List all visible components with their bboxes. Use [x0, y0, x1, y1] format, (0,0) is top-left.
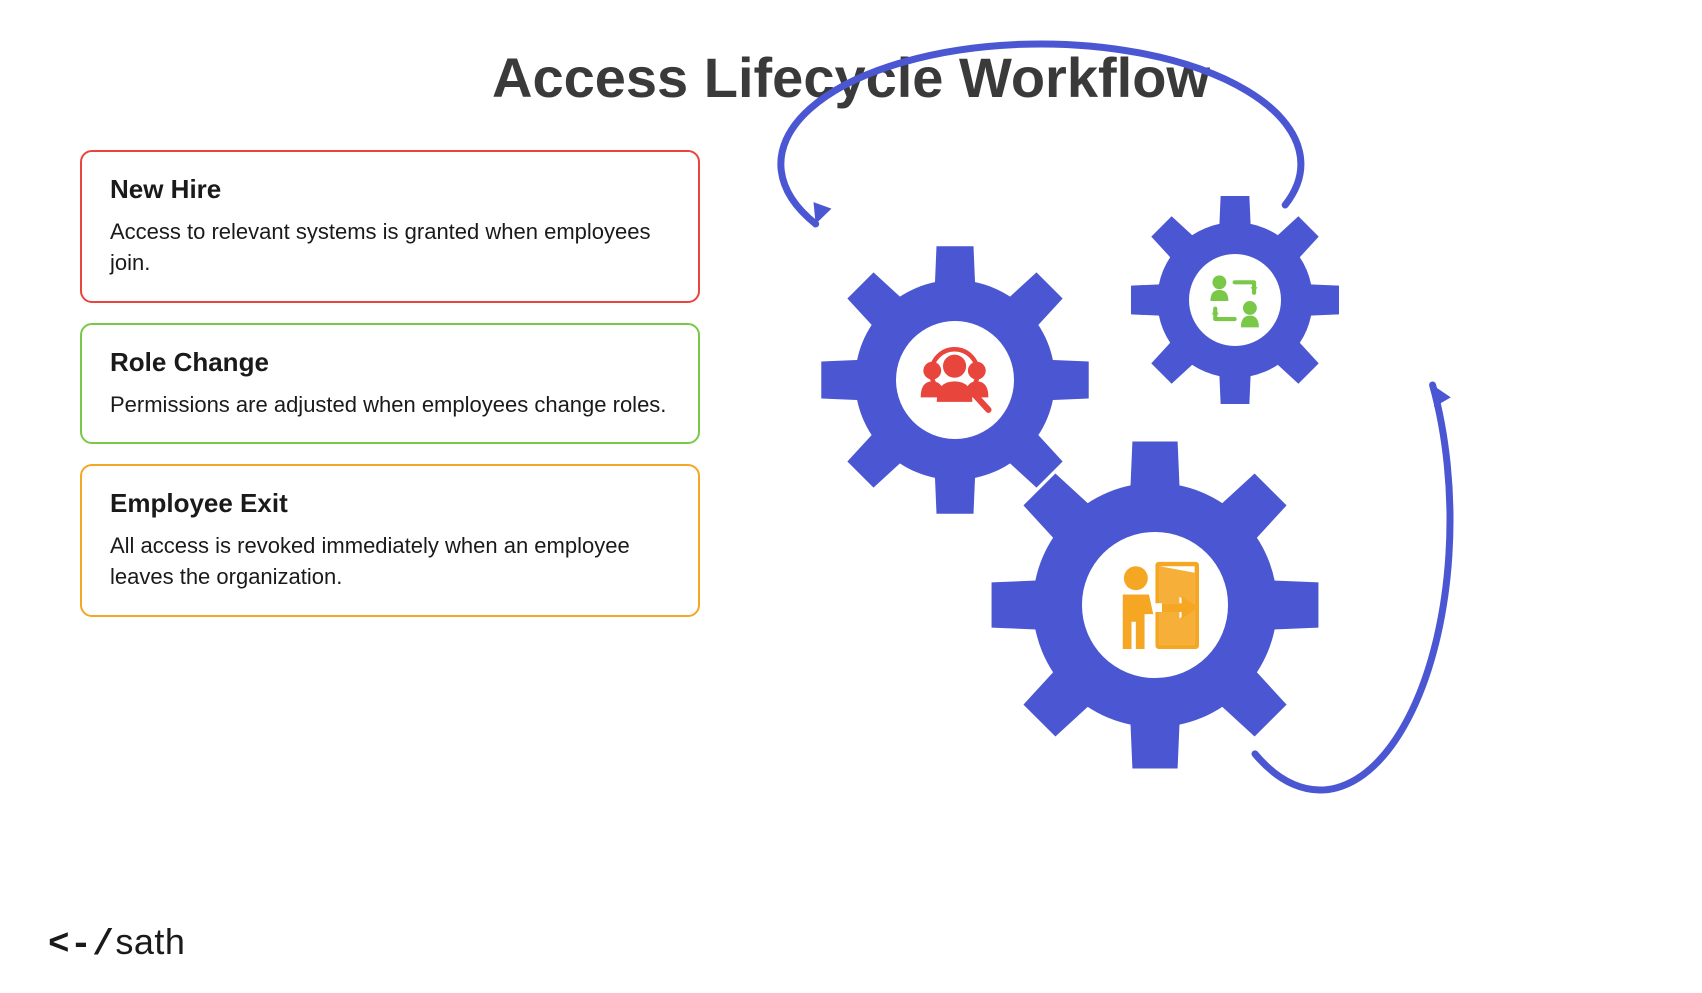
- employee-exit-card-desc: All access is revoked immediately when a…: [110, 531, 670, 593]
- cards-column: New Hire Access to relevant systems is g…: [80, 150, 700, 790]
- new-hire-card: New Hire Access to relevant systems is g…: [80, 150, 700, 303]
- brand-logo: <-/sath: [48, 921, 185, 965]
- brand-logo-text: sath: [115, 921, 185, 962]
- page-title: Access Lifecycle Workflow: [0, 45, 1702, 110]
- brand-logo-mark: <-/: [48, 924, 114, 965]
- role-change-card-title: Role Change: [110, 347, 670, 378]
- content-area: New Hire Access to relevant systems is g…: [0, 110, 1702, 790]
- cycle-arrows: [780, 150, 1580, 790]
- gears-graphic: [780, 150, 1622, 790]
- new-hire-card-desc: Access to relevant systems is granted wh…: [110, 217, 670, 279]
- employee-exit-card: Employee Exit All access is revoked imme…: [80, 464, 700, 617]
- role-change-card: Role Change Permissions are adjusted whe…: [80, 323, 700, 445]
- employee-exit-card-title: Employee Exit: [110, 488, 670, 519]
- role-change-card-desc: Permissions are adjusted when employees …: [110, 390, 670, 421]
- new-hire-card-title: New Hire: [110, 174, 670, 205]
